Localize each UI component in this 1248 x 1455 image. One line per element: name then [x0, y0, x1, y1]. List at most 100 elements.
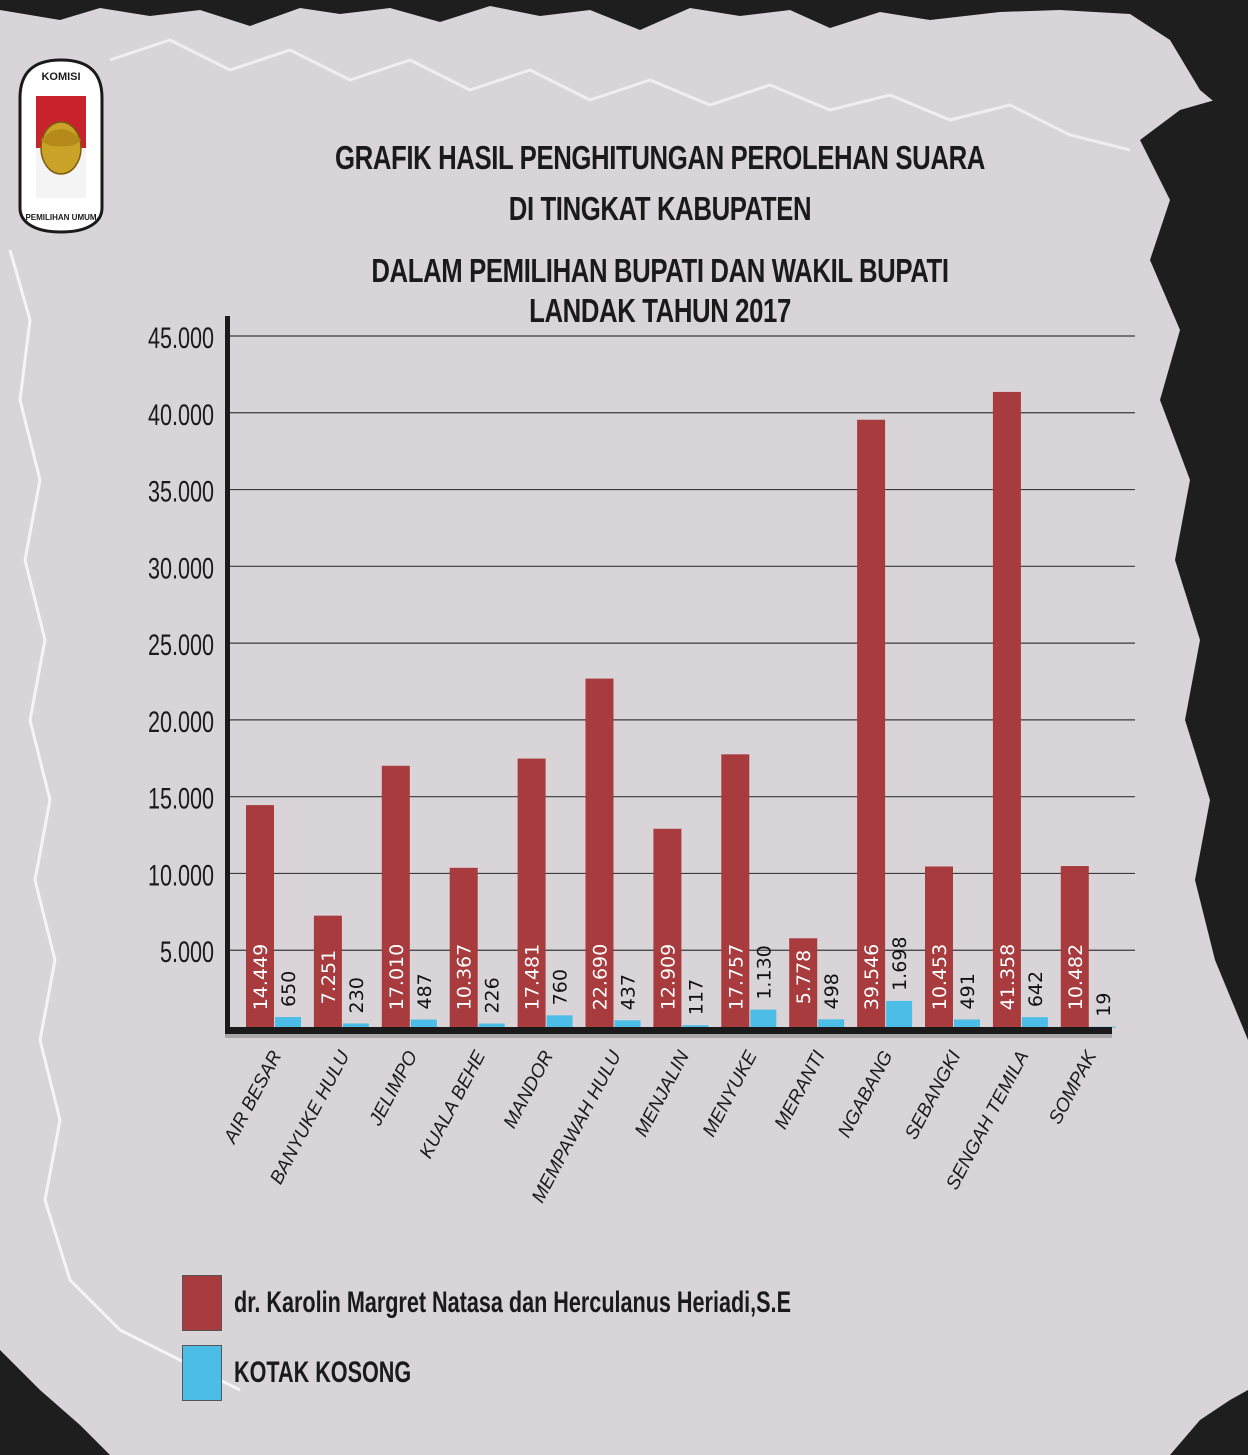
data-label-kotak-kosong: 1.130 — [753, 945, 775, 999]
data-label-kotak-kosong: 642 — [1025, 971, 1047, 1007]
bar-candidate — [925, 866, 953, 1027]
x-category-label: SEBANGKI — [901, 1047, 965, 1143]
data-label-candidate: 39.546 — [861, 944, 883, 1010]
bar-candidate — [246, 805, 274, 1027]
data-label-kotak-kosong: 760 — [550, 969, 572, 1005]
garuda-wings — [41, 129, 81, 147]
bar-candidate — [517, 758, 546, 1027]
x-axis-line — [225, 1027, 1112, 1034]
x-category-label: MENJALIN — [631, 1047, 694, 1140]
data-label-kotak-kosong: 487 — [414, 973, 436, 1009]
bar-kotak-kosong — [478, 1023, 505, 1027]
data-label-candidate: 10.367 — [454, 944, 476, 1010]
y-axis-line — [225, 316, 230, 1032]
x-category-label: AIR BESAR — [220, 1047, 287, 1147]
legend-label-kotak-kosong: KOTAK KOSONG — [234, 1356, 412, 1389]
data-label-candidate: 12.909 — [657, 944, 679, 1010]
legend-swatch-kotak-kosong — [182, 1345, 222, 1401]
bar-kotak-kosong — [342, 1023, 369, 1027]
data-label-kotak-kosong: 19 — [1093, 993, 1115, 1017]
x-category-label: JELIMPO — [365, 1047, 422, 1130]
x-category-label: KUALA BEHE — [416, 1047, 490, 1162]
data-label-candidate: 22.690 — [590, 944, 612, 1010]
x-category-label: MANDOR — [500, 1047, 558, 1132]
bar-kotak-kosong — [750, 1009, 777, 1027]
data-label-kotak-kosong: 1.698 — [889, 937, 911, 991]
legend-label-candidate: dr. Karolin Margret Natasa dan Herculanu… — [234, 1286, 791, 1319]
data-label-candidate: 17.010 — [386, 944, 408, 1010]
bar-kotak-kosong — [1021, 1017, 1048, 1027]
chart-title-line-2: DI TINGKAT KABUPATEN — [508, 190, 812, 227]
bar-kotak-kosong — [546, 1015, 573, 1027]
data-label-kotak-kosong: 437 — [618, 974, 640, 1010]
y-tick-label: 5.000 — [160, 935, 214, 969]
bar-candidate — [992, 391, 1021, 1027]
bar-candidate — [313, 915, 342, 1027]
x-category-label: SOMPAK — [1045, 1046, 1102, 1128]
y-tick-label: 20.000 — [148, 704, 214, 738]
data-label-candidate: 41.358 — [997, 944, 1019, 1010]
bar-kotak-kosong — [410, 1019, 437, 1027]
y-tick-label: 40.000 — [148, 397, 214, 431]
data-label-candidate: 10.482 — [1065, 944, 1087, 1010]
data-label-candidate: 17.757 — [725, 944, 747, 1010]
bars — [246, 391, 1116, 1028]
y-tick-label: 30.000 — [148, 551, 214, 585]
x-axis-shadow — [225, 1034, 1112, 1038]
bar-candidate — [381, 765, 410, 1027]
y-tick-label: 25.000 — [148, 628, 214, 662]
data-label-candidate: 10.453 — [929, 944, 951, 1010]
top-dark-edge — [0, 0, 1248, 130]
chart-title-line-1: GRAFIK HASIL PENGHITUNGAN PEROLEHAN SUAR… — [335, 139, 985, 176]
axes — [225, 316, 1112, 1038]
data-label-candidate: 7.251 — [318, 950, 340, 1004]
y-tick-label: 45.000 — [148, 320, 214, 354]
legend-item-kotak-kosong: KOTAK KOSONG — [182, 1344, 480, 1402]
bar-kotak-kosong — [954, 1019, 980, 1027]
map-outline-top — [109, 38, 1131, 152]
data-label-candidate: 5.778 — [793, 950, 815, 1004]
bar-candidate — [585, 678, 614, 1027]
data-label-kotak-kosong: 117 — [685, 979, 707, 1015]
x-category-label: MENYUKE — [699, 1047, 762, 1140]
bar-candidate — [1060, 866, 1089, 1027]
bar-candidate — [449, 867, 478, 1027]
y-tick-label: 10.000 — [148, 858, 214, 892]
y-tick-label: 15.000 — [148, 781, 214, 815]
data-labels: 14.449 650 7.251 230 17.010 487 10.367 226 17.48… — [250, 937, 1115, 1017]
bottom-right-dark-edge — [1170, 1390, 1248, 1455]
y-tick-label: 35.000 — [148, 474, 214, 508]
bar-kotak-kosong — [614, 1020, 641, 1027]
logo-bottom-text: PEMILIHAN UMUM — [25, 213, 96, 222]
data-label-kotak-kosong: 650 — [278, 971, 300, 1007]
legend-item-candidate: dr. Karolin Margret Natasa dan Herculanu… — [182, 1274, 1008, 1332]
kpu-logo: KOMISI PEMILIHAN UMUM — [18, 58, 104, 234]
y-axis-ticks: 5.000 10.000 15.000 20.000 25.000 30.000 35.00… — [148, 320, 214, 969]
data-label-kotak-kosong: 491 — [957, 973, 979, 1009]
map-outline — [8, 249, 241, 1392]
bar-kotak-kosong — [275, 1017, 301, 1027]
legend-swatch-candidate — [182, 1275, 222, 1331]
bar-candidate — [653, 828, 682, 1027]
data-label-candidate: 14.449 — [250, 944, 272, 1010]
bar-candidate — [789, 938, 818, 1027]
gridlines — [228, 335, 1135, 951]
data-label-kotak-kosong: 498 — [821, 973, 843, 1009]
x-category-label: MERANTI — [771, 1047, 830, 1133]
bar-candidate — [721, 754, 750, 1027]
data-label-kotak-kosong: 230 — [346, 977, 368, 1013]
data-label-kotak-kosong: 226 — [482, 977, 504, 1013]
right-dark-edge — [1140, 100, 1248, 1040]
x-category-label: NGABANG — [834, 1047, 897, 1141]
bar-candidate — [857, 419, 886, 1027]
bar-kotak-kosong — [682, 1025, 709, 1027]
bottom-left-dark-edge — [0, 1350, 110, 1455]
bar-kotak-kosong — [818, 1019, 845, 1027]
chart-title-line-3: DALAM PEMILIHAN BUPATI DAN WAKIL BUPATI … — [371, 252, 949, 329]
logo-top-text: KOMISI — [41, 71, 80, 83]
